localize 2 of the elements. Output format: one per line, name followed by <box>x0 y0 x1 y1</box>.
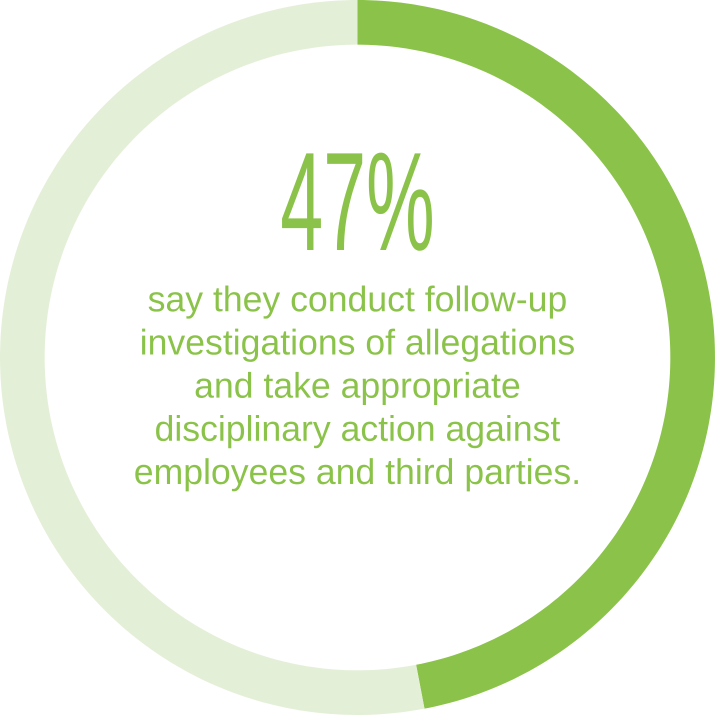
text: say they conduct follow-up investigations of allegations and take appropriate disciplinary action against employees and third parties. <box>135 285 578 492</box>
data-label: 47% <box>282 152 432 251</box>
